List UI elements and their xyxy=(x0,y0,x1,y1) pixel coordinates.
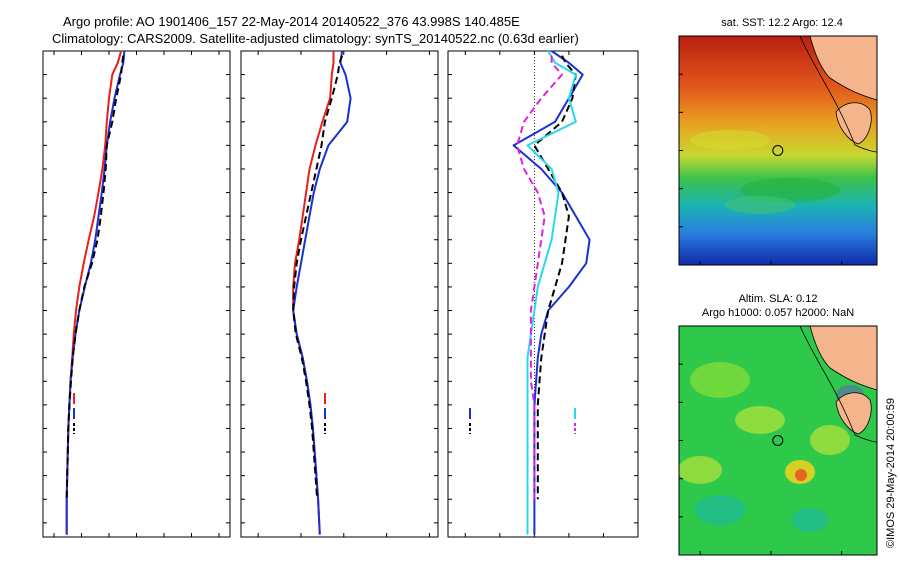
imos-stamp: ©IMOS 29-May-2014 20:00:59 xyxy=(885,398,897,548)
tasmania-land xyxy=(835,102,872,145)
plot-frame xyxy=(240,50,439,538)
header-line2: Climatology: CARS2009. Satellite-adjuste… xyxy=(52,31,579,46)
header-line1: Argo profile: AO 1901406_157 22-May-2014… xyxy=(63,14,520,29)
sst-map xyxy=(678,35,878,266)
argo-location-marker xyxy=(772,145,784,156)
sla-map xyxy=(678,325,878,556)
argo-location-marker-2 xyxy=(772,435,784,446)
map-axes xyxy=(679,35,843,555)
australia-land xyxy=(809,36,877,101)
salinity-panel xyxy=(240,50,439,538)
series-line xyxy=(292,55,344,500)
difference-panel xyxy=(447,50,639,538)
shelf-contour-2 xyxy=(799,326,877,443)
plot-frame xyxy=(42,50,231,538)
australia-land-2 xyxy=(809,326,877,391)
sst-title: sat. SST: 12.2 Argo: 12.4 xyxy=(721,17,843,29)
sla-title: Altim. SLA: 0.12 xyxy=(739,293,818,305)
series-line xyxy=(516,55,563,500)
series-line xyxy=(533,55,577,500)
tasmania-land-2 xyxy=(835,392,872,435)
shelf-contour xyxy=(799,36,877,153)
sla-subtitle: Argo h1000: 0.057 h2000: NaN xyxy=(702,307,854,319)
temperature-panel xyxy=(42,50,231,538)
plot-frame xyxy=(447,50,639,538)
series-line xyxy=(526,50,577,535)
series-line xyxy=(65,55,125,500)
